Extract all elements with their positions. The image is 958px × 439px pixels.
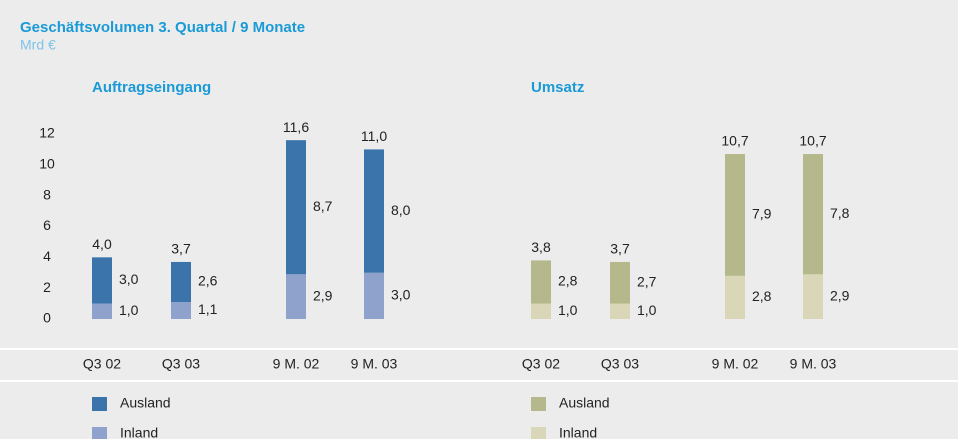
legend-label: Inland (559, 425, 597, 439)
page-subtitle: Mrd € (20, 37, 56, 53)
x-tick-label: 9 M. 02 (712, 356, 759, 372)
x-tick-label: Q3 03 (162, 356, 200, 372)
value-label: 1,0 (119, 302, 139, 318)
y-tick-label: 12 (39, 125, 55, 141)
legend-label: Ausland (120, 395, 171, 411)
legend-swatch (92, 427, 107, 439)
bar-segment (286, 140, 306, 275)
x-tick-label: Q3 02 (522, 356, 560, 372)
value-label: 2,7 (637, 273, 657, 289)
bar-segment (531, 260, 551, 304)
y-tick-label: 4 (43, 248, 51, 264)
bar-segment (364, 149, 384, 273)
legend-label: Ausland (559, 395, 610, 411)
value-label: 2,8 (752, 288, 772, 304)
bar-segment (610, 261, 630, 304)
bar-segment (364, 272, 384, 319)
bar-segment (610, 303, 630, 319)
value-label: 7,8 (830, 205, 850, 221)
x-tick-label: Q3 02 (83, 356, 121, 372)
total-label: 11,6 (283, 119, 309, 135)
total-label: 3,7 (610, 241, 630, 257)
page-title: Geschäftsvolumen 3. Quartal / 9 Monate (20, 19, 305, 36)
value-label: 8,0 (391, 202, 411, 218)
y-tick-label: 8 (43, 186, 51, 202)
x-tick-label: 9 M. 03 (790, 356, 837, 372)
legend-swatch (531, 397, 546, 411)
value-label: 1,0 (637, 302, 657, 318)
x-tick-label: 9 M. 02 (273, 356, 320, 372)
chart-title: Umsatz (531, 79, 584, 96)
y-tick-label: 6 (43, 217, 51, 233)
bar-segment (725, 154, 745, 276)
bar-segment (286, 274, 306, 319)
x-tick-label: Q3 03 (601, 356, 639, 372)
value-label: 1,1 (198, 301, 218, 317)
bar-segment (92, 303, 112, 319)
value-label: 3,0 (391, 287, 411, 303)
total-label: 10,7 (721, 133, 748, 149)
chart-title: Auftragseingang (92, 79, 211, 96)
value-label: 2,9 (830, 287, 850, 303)
value-label: 1,0 (558, 302, 578, 318)
x-tick-label: 9 M. 03 (351, 356, 398, 372)
legend-label: Inland (120, 425, 158, 439)
legend-swatch (92, 397, 107, 411)
bar-segment (531, 303, 551, 319)
total-label: 3,7 (171, 241, 191, 257)
bar-segment (171, 261, 191, 303)
legend-swatch (531, 427, 546, 439)
total-label: 3,8 (531, 239, 551, 255)
total-label: 11,0 (361, 128, 387, 144)
y-tick-label: 2 (43, 279, 51, 295)
value-label: 3,0 (119, 271, 139, 287)
total-label: 10,7 (799, 133, 826, 149)
value-label: 2,9 (313, 287, 333, 303)
total-label: 4,0 (92, 236, 112, 252)
value-label: 7,9 (752, 206, 772, 222)
y-tick-label: 0 (43, 310, 51, 326)
bar-segment (725, 275, 745, 319)
value-label: 2,6 (198, 273, 218, 289)
value-label: 2,8 (558, 273, 578, 289)
bar-segment (171, 302, 191, 319)
bar-segment (803, 274, 823, 319)
bar-segment (803, 154, 823, 275)
y-tick-label: 10 (39, 156, 55, 172)
value-label: 8,7 (313, 198, 333, 214)
bar-segment (92, 257, 112, 304)
